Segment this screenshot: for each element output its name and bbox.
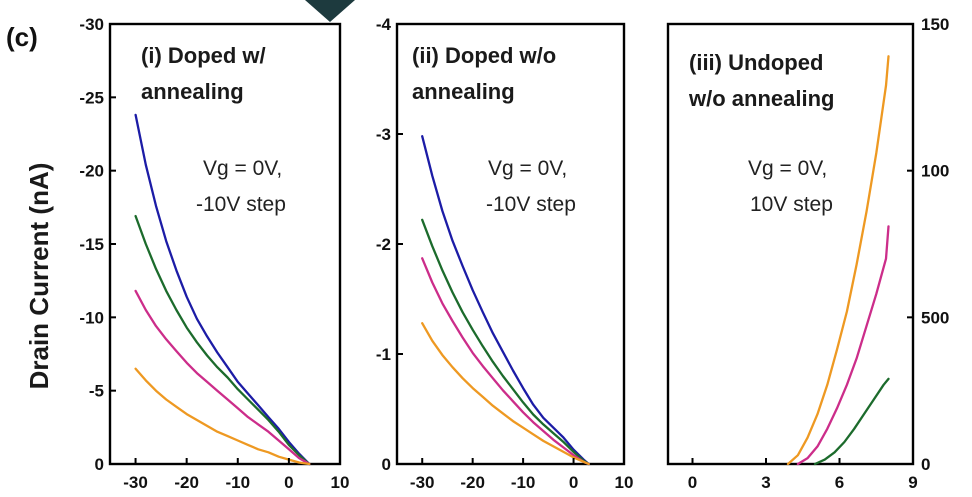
series-line-1 [786, 55, 890, 466]
series-line-2 [796, 225, 890, 466]
y-tick-label: 0 [921, 455, 930, 474]
x-tick-label: -30 [410, 473, 435, 492]
y-tick-label: -4 [376, 15, 392, 34]
annotation-line-1: Vg = 0V, [203, 157, 282, 180]
panel-doped-with-annealing: -30 -20 -10 0 10 -30 -25 -20 -15 -10 -5 0 (i) Doped… [79, 15, 349, 492]
y-tick-label: -1 [376, 345, 391, 364]
y-tick-label: 100 [921, 162, 949, 181]
x-tick-label: -20 [460, 473, 485, 492]
x-tick-label: 3 [761, 473, 770, 492]
x-tick-label: 9 [908, 473, 917, 492]
y-tick-label: -3 [376, 125, 391, 144]
annotation-line-2: -10V step [486, 193, 576, 216]
top-decoration-shape [305, 0, 355, 22]
series-line-3 [134, 289, 311, 466]
series-line-2 [421, 218, 590, 466]
annotation-line-2: 10V step [750, 193, 833, 216]
y-tick-label: -30 [79, 15, 104, 34]
series-line-2 [134, 214, 311, 466]
x-tick-label: -20 [174, 473, 199, 492]
panel-title-line-2: w/o annealing [688, 86, 834, 111]
y-tick-label: -5 [89, 382, 104, 401]
panel-title-line-1: (ii) Doped w/o [412, 43, 556, 68]
y-tick-label: -25 [79, 88, 104, 107]
series-line-3 [813, 377, 890, 466]
x-tick-label: 10 [615, 473, 634, 492]
x-tick-label: -10 [225, 473, 250, 492]
y-tick-label: 150 [921, 15, 949, 34]
annotation-line-2: -10V step [196, 193, 286, 216]
y-tick-label: 0 [95, 455, 104, 474]
y-tick-label: -2 [376, 235, 391, 254]
y-tick-label: 0 [382, 455, 391, 474]
plot-frame [666, 22, 915, 466]
x-tick-label: -10 [511, 473, 536, 492]
series-line-4 [421, 322, 590, 466]
annotation-line-1: Vg = 0V, [488, 157, 567, 180]
y-tick-label: 500 [921, 308, 949, 327]
y-axis-label: Drain Current (nA) [24, 163, 54, 390]
panel-label: (c) [6, 22, 38, 52]
x-tick-label: 0 [569, 473, 578, 492]
y-tick-label: -15 [79, 235, 104, 254]
annotation-line-1: Vg = 0V, [748, 157, 827, 180]
x-tick-label: -30 [123, 473, 148, 492]
y-tick-label: -20 [79, 162, 104, 181]
y-tick-label: -10 [79, 308, 104, 327]
series-line-1 [421, 135, 590, 466]
panel-title-line-2: annealing [141, 79, 244, 104]
series-line-3 [421, 257, 590, 466]
x-tick-label: 0 [688, 473, 697, 492]
x-tick-label: 0 [284, 473, 293, 492]
panel-title-line-1: (i) Doped w/ [141, 43, 266, 68]
x-tick-label: 10 [331, 473, 350, 492]
panel-doped-without-annealing: -30 -20 -10 0 10-4-3-2-10 (ii) Doped w/o ann… [376, 15, 634, 492]
series-line-1 [134, 113, 311, 466]
series-line-4 [134, 367, 311, 466]
panel-title-line-2: annealing [412, 79, 515, 104]
x-tick-label: 6 [835, 473, 844, 492]
panel-title-line-1: (iii) Undoped [689, 50, 823, 75]
